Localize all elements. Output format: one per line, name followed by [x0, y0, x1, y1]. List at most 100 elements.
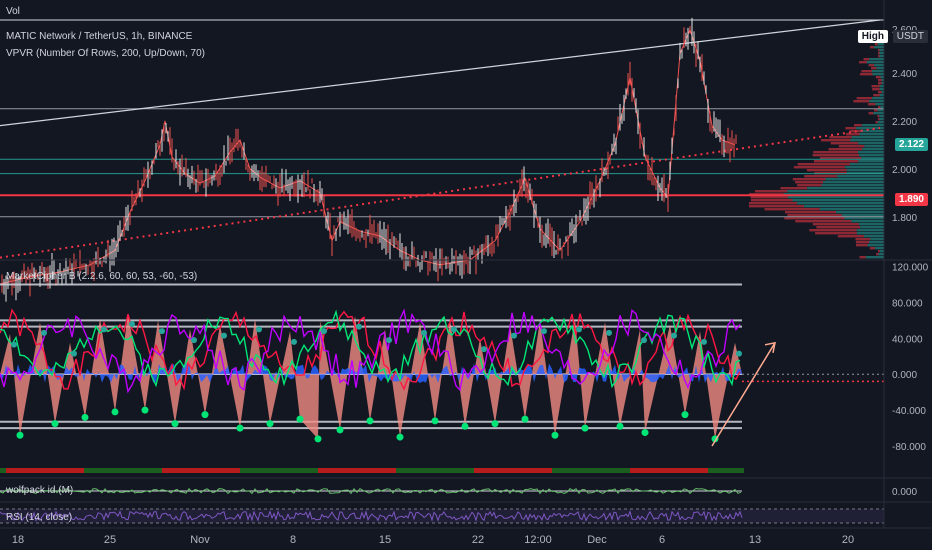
cipher-strip-segment: [588, 468, 594, 473]
cipher-strip-segment: [18, 468, 24, 473]
cipher-strip-segment: [282, 468, 288, 473]
cipher-buy-dot: [641, 429, 649, 437]
volume-profile-bar-up: [819, 208, 884, 211]
cipher-dot: [511, 332, 517, 339]
price-axis-tick-label: 1.800: [892, 213, 917, 224]
volume-profile-bar-down: [878, 79, 882, 82]
cipher-strip-segment: [468, 468, 474, 473]
cipher-dot: [671, 332, 677, 339]
volume-profile-bar-down: [878, 55, 880, 58]
high-tag: High: [857, 30, 888, 43]
volume-profile-bar-up: [879, 49, 884, 52]
cipher-strip-segment: [336, 468, 342, 473]
cipher-strip-segment: [60, 468, 66, 473]
cipher-strip-segment: [348, 468, 354, 473]
cipher-buy-dot: [581, 424, 589, 432]
cipher-axis-tick-label: 0.000: [892, 370, 917, 381]
volume-profile-bar-down: [859, 256, 866, 259]
volume-profile-bar-down: [845, 133, 860, 136]
volume-profile-bar-up: [865, 256, 884, 259]
cipher-strip-segment: [606, 468, 612, 473]
volume-profile-bar-down: [812, 154, 859, 157]
cipher-buy-dot: [141, 406, 149, 414]
cipher-buy-dot: [461, 422, 469, 430]
rsi-pane: [0, 508, 884, 524]
volume-profile-bar-down: [868, 103, 876, 106]
volume-profile-bar-down: [856, 97, 873, 100]
cipher-strip-segment: [630, 468, 636, 473]
cipher-strip-segment: [570, 468, 576, 473]
volume-profile-bar-down: [838, 145, 865, 148]
cipher-strip-segment: [222, 468, 228, 473]
cipher-dot: [356, 323, 362, 330]
cipher-strip-segment: [360, 468, 366, 473]
x-axis-tick-label: 20: [842, 534, 854, 546]
volume-profile-bar-down: [795, 220, 852, 223]
volume-profile-bar-down: [868, 64, 875, 67]
volume-profile-bar-down: [764, 208, 820, 211]
volume-profile-bar-up: [869, 100, 884, 103]
cipher-strip-segment: [66, 468, 72, 473]
cipher-buy-dot: [16, 431, 24, 439]
cipher-buy-dot: [616, 422, 624, 430]
volume-profile-bar-up: [858, 223, 884, 226]
volume-profile-bar-up: [873, 46, 884, 49]
cipher-buy-dot: [521, 415, 529, 423]
cipher-strip-segment: [372, 468, 378, 473]
cipher-strip-segment: [42, 468, 48, 473]
cipher-buy-dot: [111, 408, 119, 416]
cipher-buy-dot: [551, 431, 559, 439]
cipher-strip-segment: [186, 468, 192, 473]
cipher-strip-segment: [366, 468, 372, 473]
cipher-strip-segment: [444, 468, 450, 473]
cipher-strip-segment: [420, 468, 426, 473]
volume-profile-bar-down: [855, 238, 871, 241]
volume-profile-bar-down: [797, 163, 850, 166]
volume-profile-bar-down: [873, 94, 880, 97]
cipher-strip-segment: [36, 468, 42, 473]
volume-profile-bar-down: [792, 178, 826, 181]
volume-profile-bar-up: [860, 130, 884, 133]
volume-profile-bar-down: [784, 217, 845, 220]
cipher-buy-dot: [431, 417, 439, 425]
cipher-strip-segment: [108, 468, 114, 473]
volume-profile-bar-up: [850, 139, 884, 142]
cipher-dot: [736, 350, 742, 357]
x-axis-tick-label: 25: [104, 534, 116, 546]
cipher-buy-dot: [396, 433, 404, 441]
cipher-strip-segment: [48, 468, 54, 473]
volume-profile-bar-down: [828, 148, 863, 151]
volume-profile-bar-up: [873, 112, 884, 115]
volume-profile-bar-down: [804, 175, 837, 178]
cipher-strip-segment: [96, 468, 102, 473]
volume-label: Vol: [6, 6, 20, 17]
cipher-strip-segment: [306, 468, 312, 473]
cipher-dot: [386, 337, 392, 344]
cipher-strip-segment: [486, 468, 492, 473]
volume-profile-bar-down: [750, 196, 788, 199]
volume-profile-bar-up: [872, 73, 884, 76]
volume-profile-bar-up: [881, 91, 884, 94]
volume-profile-bar-down: [859, 73, 873, 76]
cipher-strip-segment: [132, 468, 138, 473]
trend-arrow-head: [764, 341, 776, 353]
volume-profile-bar-up: [880, 106, 884, 109]
rsi-line: [0, 510, 743, 522]
cipher-strip-segment: [192, 468, 198, 473]
cipher-strip-segment: [312, 468, 318, 473]
cipher-dot: [129, 320, 135, 327]
x-axis-tick-label: Dec: [587, 534, 607, 546]
volume-profile-bar-up: [870, 238, 884, 241]
volume-profile-bar-down: [873, 109, 878, 112]
volume-profile-bar-down: [875, 121, 878, 124]
volume-profile-bar-up: [844, 166, 884, 169]
cipher-strip-segment: [564, 468, 570, 473]
volume-profile-bar-up: [872, 97, 884, 100]
volume-profile-bar-up: [846, 169, 884, 172]
cipher-strip-segment: [660, 468, 666, 473]
volume-profile-bar-up: [836, 175, 884, 178]
cipher-strip-segment: [528, 468, 534, 473]
cipher-strip-segment: [354, 468, 360, 473]
volume-profile-bar-up: [879, 118, 884, 121]
